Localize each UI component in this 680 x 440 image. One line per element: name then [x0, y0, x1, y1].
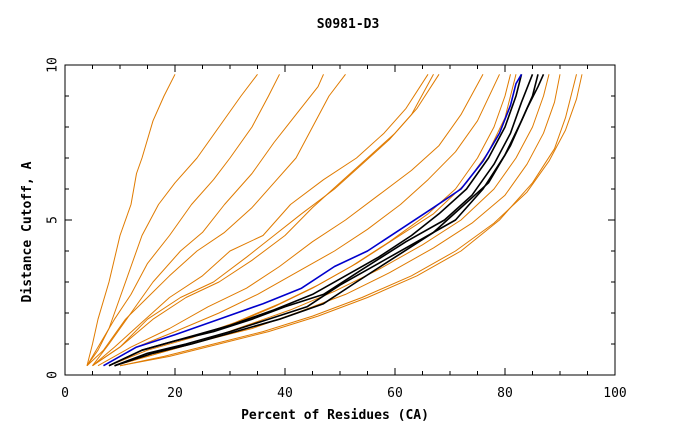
series-line-highlight-black [114, 73, 545, 367]
series-line-other [86, 74, 176, 366]
series-line-highlight-black [108, 74, 534, 367]
series-line-other [114, 74, 550, 367]
y-tick-label: 0 [46, 371, 61, 379]
series-line-other [119, 74, 577, 367]
x-tick-label: 80 [497, 386, 513, 401]
series-line-other [92, 74, 324, 367]
x-tick-label: 0 [61, 386, 69, 401]
y-tick-label: 5 [46, 216, 61, 224]
series-line-other [92, 74, 440, 367]
tick-labels: 0 20 40 60 80 100 0 5 10 [46, 57, 627, 401]
series-line-other [86, 73, 346, 367]
series-line-other [97, 74, 484, 367]
x-tick-label: 60 [387, 386, 403, 401]
series-line-highlight-black [114, 74, 539, 367]
series-line-other [86, 74, 280, 366]
series-group [86, 73, 583, 367]
y-tick-label: 10 [46, 57, 61, 73]
series-line-other [92, 74, 434, 367]
plot-frame [64, 64, 616, 376]
x-tick-label: 20 [167, 386, 183, 401]
series-line-other [108, 74, 511, 367]
x-axis-label: Percent of Residues (CA) [241, 408, 429, 423]
y-axis-label: Distance Cutoff, A [20, 161, 35, 302]
x-tick-label: 40 [277, 386, 293, 401]
series-line-other [92, 74, 429, 367]
x-tick-label: 100 [603, 386, 626, 401]
chart-title: S0981-D3 [317, 17, 380, 32]
series-line-other [119, 74, 583, 367]
series-line-highlight-black [108, 74, 523, 367]
axis-ticks [64, 64, 616, 376]
series-line-highlight-blue [103, 73, 523, 367]
series-line-other [103, 74, 500, 367]
